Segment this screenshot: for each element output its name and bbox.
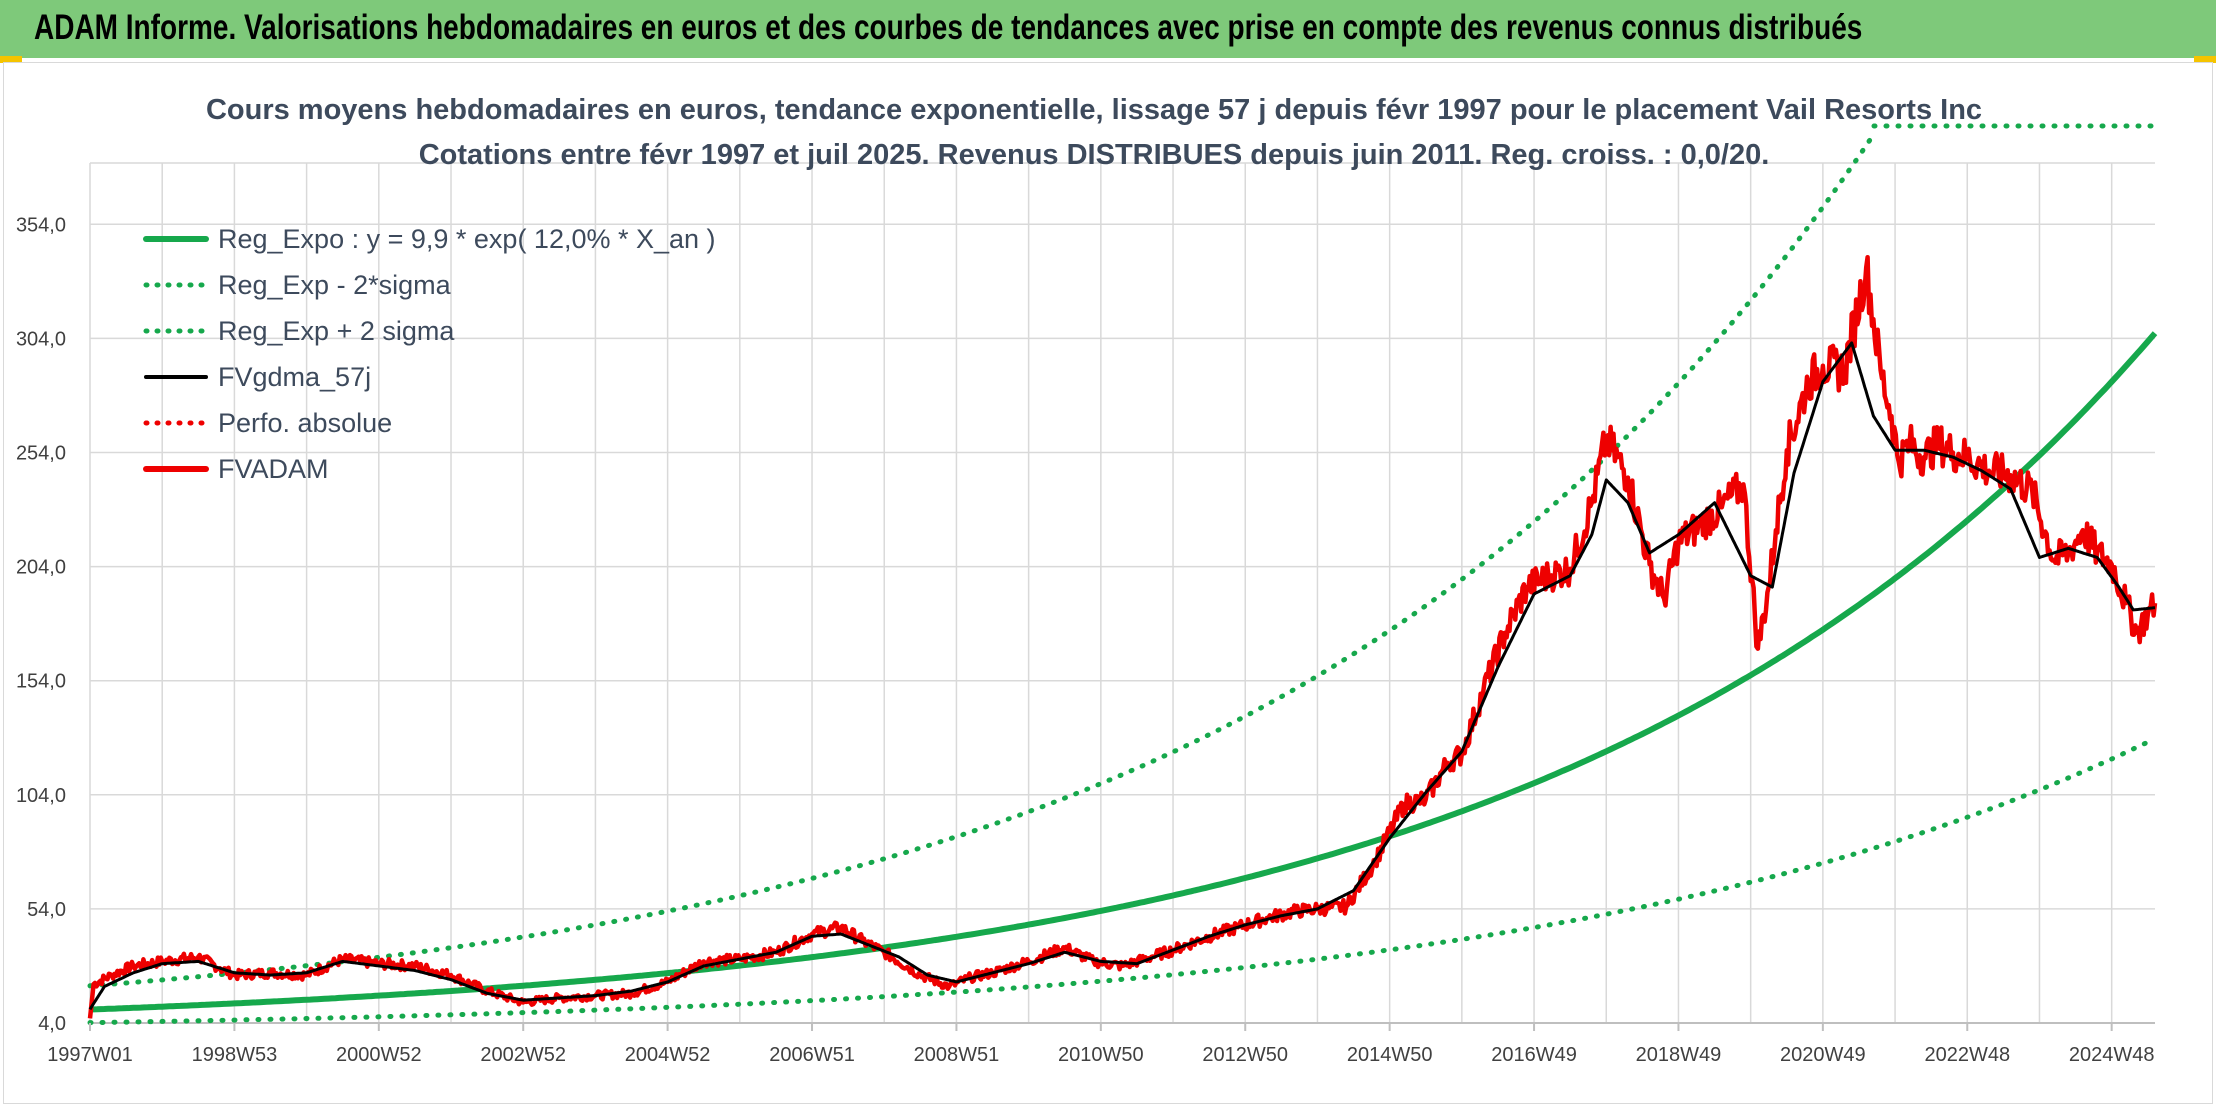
x-tick-label: 2022W48 [1924, 1044, 2010, 1066]
y-axis-ticks: 4,0 54,0 104,0 154,0 204,0 254,0 304,0 354,0 [16, 214, 66, 1035]
y-tick-label: 104,0 [16, 785, 66, 807]
chart-area: Cours moyens hebdomadaires en euros, ten… [16, 94, 2158, 1066]
x-tick-label: 2016W49 [1491, 1044, 1577, 1066]
chart-title-line-2: Cotations entre févr 1997 et juil 2025. … [419, 139, 1770, 171]
y-tick-label: 304,0 [16, 328, 66, 350]
series-fvadam [87, 254, 2158, 1019]
chart-title-line-1: Cours moyens hebdomadaires en euros, ten… [206, 94, 1982, 126]
series-reg-expo [89, 331, 2158, 1013]
legend-label: Reg_Expo : y = 9,9 * exp( 12,0% * X_an ) [218, 224, 716, 254]
x-axis-ticks: 1997W01 1998W53 2000W52 2002W52 2004W52 2006W… [47, 1023, 2154, 1066]
page-title: ADAM Informe. Valorisations hebdomadaire… [34, 8, 1863, 47]
x-tick-label: 2010W50 [1058, 1044, 1144, 1066]
legend-label: Reg_Exp - 2*sigma [218, 270, 452, 300]
x-tick-label: 1997W01 [47, 1044, 133, 1066]
corner-marker-right [2194, 56, 2216, 63]
legend-label: FVgdma_57j [218, 362, 371, 392]
y-tick-label: 254,0 [16, 442, 66, 464]
x-tick-label: 2014W50 [1347, 1044, 1433, 1066]
x-tick-label: 2012W50 [1202, 1044, 1288, 1066]
series-fvgdma-57j [88, 341, 2156, 1011]
series-reg-exp-minus-2sigma [87, 736, 2158, 1026]
y-tick-label: 154,0 [16, 671, 66, 693]
y-tick-label: 204,0 [16, 557, 66, 579]
gridlines [89, 162, 2155, 1024]
x-tick-label: 2024W48 [2069, 1044, 2155, 1066]
legend: Reg_Expo : y = 9,9 * exp( 12,0% * X_an )… [143, 224, 716, 484]
x-tick-label: 2018W49 [1636, 1044, 1722, 1066]
chart-panel: Cours moyens hebdomadaires en euros, ten… [3, 62, 2213, 1104]
y-tick-label: 4,0 [38, 1013, 66, 1035]
series-reg-exp-plus-2sigma [87, 130, 1880, 989]
legend-label: FVADAM [218, 454, 329, 484]
x-tick-label: 2006W51 [769, 1044, 855, 1066]
y-tick-label: 354,0 [16, 214, 66, 236]
series-layer [87, 123, 2158, 1026]
x-tick-label: 1998W53 [192, 1044, 278, 1066]
page-header: ADAM Informe. Valorisations hebdomadaire… [0, 0, 2216, 58]
x-tick-label: 2004W52 [625, 1044, 711, 1066]
x-tick-label: 2002W52 [480, 1044, 566, 1066]
y-tick-label: 54,0 [27, 899, 66, 921]
legend-label: Reg_Exp + 2 sigma [218, 316, 455, 346]
x-tick-label: 2020W49 [1780, 1044, 1866, 1066]
legend-label: Perfo. absolue [218, 408, 392, 438]
x-tick-label: 2000W52 [336, 1044, 422, 1066]
x-tick-label: 2008W51 [914, 1044, 1000, 1066]
corner-marker-left [0, 56, 22, 63]
